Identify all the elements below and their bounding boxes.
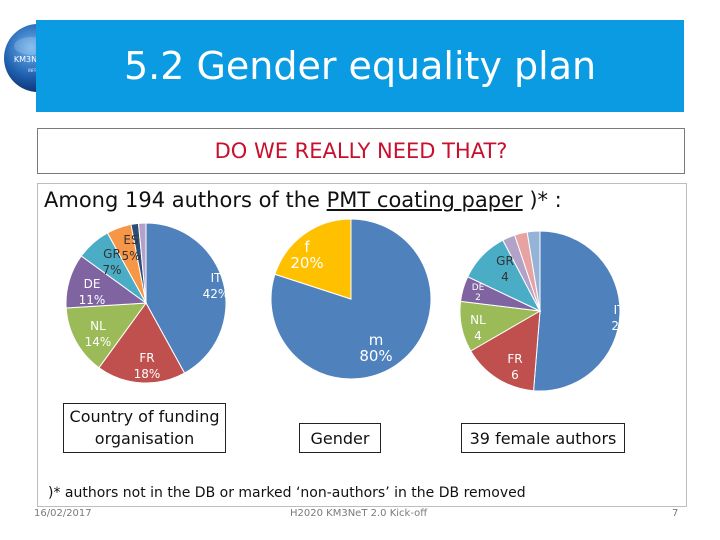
- gender-chart-caption: Gender: [299, 423, 381, 453]
- pie-label-de-name: DE: [84, 277, 101, 291]
- pie-slice-it: [533, 230, 621, 392]
- pie-label-nl-name: NL: [90, 319, 106, 333]
- pie-slice-f: [274, 218, 352, 300]
- pie-label-gr-value: 7%: [102, 263, 121, 277]
- pie-label-m-value: 80%: [359, 347, 392, 365]
- pie-label-it-value: 42%: [203, 287, 230, 301]
- pie-label-it-name: IT: [614, 303, 626, 317]
- slide-title: 5.2 Gender equality plan: [123, 44, 597, 88]
- pie-slice-other-7: [137, 222, 147, 304]
- pie-slice-it: [145, 222, 227, 374]
- pie-label-fr-value: 18%: [134, 367, 161, 381]
- pie-label-nl-name: NL: [470, 313, 486, 327]
- pie-label-it-value: 20: [611, 319, 626, 333]
- pie-label-de-value: 2: [475, 293, 481, 303]
- pie-label-gr-name: GR: [496, 254, 514, 268]
- title-bar: 5.2 Gender equality plan: [36, 20, 684, 112]
- pie-slice-other-7: [526, 230, 541, 312]
- pie-label-m-name: m: [369, 331, 384, 349]
- pie-label-nl-value: 4: [474, 329, 482, 343]
- pie-label-fr-value: 6: [511, 368, 519, 382]
- pie-label-gr-value: 4: [501, 270, 509, 284]
- pie-chart-country: IT 42% FR 18% NL 14% DE 11% GR 7% ES 5%: [65, 222, 230, 384]
- footnote: )* authors not in the DB or marked ‘non-…: [48, 485, 526, 501]
- pie-label-it-name: IT: [211, 271, 223, 285]
- footer-date: 16/02/2017: [34, 508, 92, 519]
- pie-label-fr-name: FR: [139, 351, 154, 365]
- pie-label-f-name: f: [304, 238, 310, 256]
- footer-center: H2020 KM3NeT 2.0 Kick-off: [290, 508, 428, 519]
- pie-slice-fr: [470, 310, 541, 392]
- pie-label-gr-name: GR: [103, 247, 121, 261]
- page-number: 7: [672, 508, 679, 519]
- country-chart-caption: Country of funding organisation: [63, 403, 226, 453]
- paper-link[interactable]: PMT coating paper: [326, 188, 523, 212]
- pie-label-es-value: 5%: [121, 249, 140, 263]
- question-box: DO WE REALLY NEED THAT?: [37, 128, 685, 174]
- pie-chart-female-authors: IT 20 FR 6 NL 4 DE2 GR 4: [459, 230, 627, 392]
- pie-chart-gender: m80% f20%: [270, 218, 432, 380]
- intro-text: Among 194 authors of the PMT coating pap…: [44, 188, 562, 212]
- pie-label-fr-name: FR: [507, 352, 522, 366]
- pie-label-de-value: 11%: [79, 293, 106, 307]
- pie-slice-nl: [65, 302, 148, 369]
- female-authors-chart-caption: 39 female authors: [461, 423, 625, 453]
- pie-label-f-value: 20%: [290, 254, 323, 272]
- intro-after: )* :: [522, 188, 562, 212]
- pie-label-es-name: ES: [123, 233, 138, 247]
- intro-before: Among 194 authors of the: [44, 188, 327, 212]
- pie-label-nl-value: 14%: [85, 335, 112, 349]
- pie-label-de-name: DE: [472, 283, 485, 293]
- pie-slice-fr: [98, 302, 186, 384]
